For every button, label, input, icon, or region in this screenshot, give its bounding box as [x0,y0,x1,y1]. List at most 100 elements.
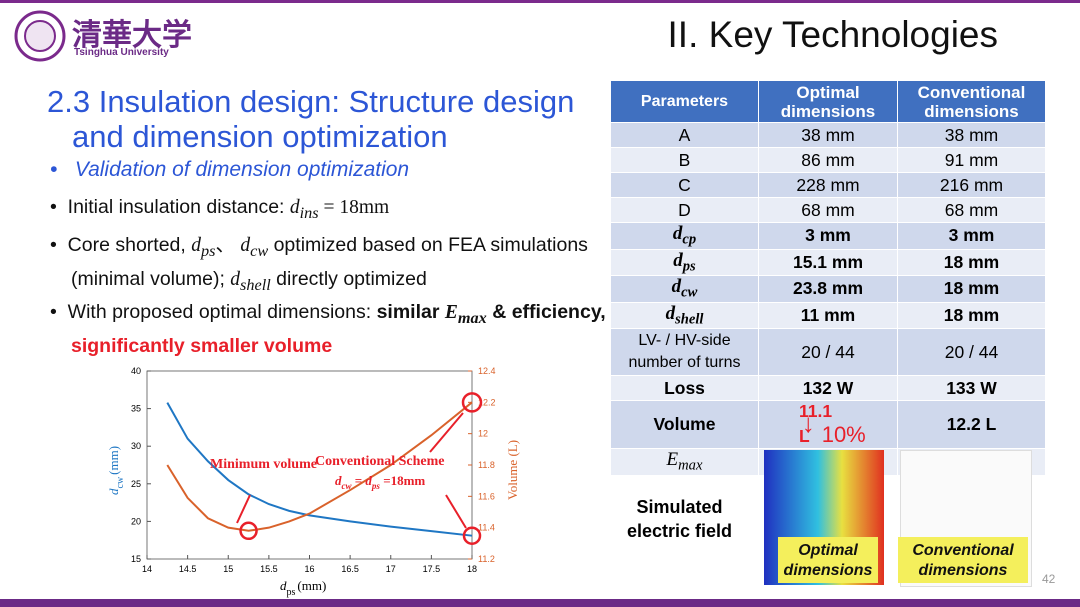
x-tick-label: 17 [386,564,396,574]
math-sub: cw [115,476,126,488]
math: d [230,268,241,290]
math-sub: ps [371,481,381,491]
table-cell: 20 / 44 [758,328,898,376]
section-title: 2.3 Insulation design: Structure design … [47,84,575,154]
bullet: • Initial insulation distance: dins = 18… [50,196,390,222]
top-rule [0,0,1080,3]
x-axis-label: dps (mm) [280,578,326,598]
subtitle: • Validation of dimension optimization [50,158,410,181]
table-cell: 228 mm [758,172,898,198]
math-sub: shell [675,311,704,327]
table-cell: B [610,147,759,173]
table-cell: 18 mm [897,275,1046,303]
header-cell: Optimal dimensions [758,80,898,123]
bullet: • With proposed optimal dimensions: simi… [50,301,606,357]
math-sub: max [678,457,703,474]
x-tick-label: 14.5 [179,564,197,574]
math: d [335,473,342,488]
table-row: dcw 23.8 mm 18 mm [610,275,1046,303]
arrow [445,494,467,529]
math: E [666,449,679,470]
table-cell: 18 mm [897,248,1046,276]
table-cell: dcw [610,275,759,303]
y-tick-label: 30 [131,441,141,451]
highlight-circle [239,521,258,541]
math-sub: ps [287,587,296,598]
math-sub: ins [299,203,319,222]
table-cell: 3 mm [897,222,1046,250]
y2-tick-label: 12.2 [478,397,496,407]
text: Initial insulation distance: [67,196,290,218]
header-row: Parameters Optimal dimensions Conventional… [610,80,1046,123]
table-cell: 86 mm [758,147,898,173]
table-cell: dcp [610,222,759,250]
arrow [429,412,464,453]
table-cell: 132 W [758,375,898,401]
table-row: Volume 11.1 L ↓ 10% 12.2 L [610,400,1046,449]
logo-text: 清華大学 [72,18,192,53]
math-sub: ps [682,258,696,274]
field-caption: Optimal dimensions [778,537,878,583]
table-cell: Volume [610,400,759,449]
math-sub: ps [200,241,216,260]
y-tick-label: 15 [131,554,141,564]
x-tick-label: 15.5 [260,564,278,574]
highlight-circle [461,392,483,413]
bottom-band [0,599,1080,607]
math-sub: cp [682,231,697,248]
math-sub: cw [681,284,698,301]
x-tick-label: 16.5 [341,564,359,574]
math: d [106,488,121,495]
math: = 18mm [318,197,390,218]
y-axis-label: dcw(mm) [106,446,126,495]
series-line [166,402,473,537]
math: d [191,235,201,256]
table-row: LV- / HV-side number of turns 20 / 44 20 /… [610,328,1046,376]
series-line [166,401,473,532]
y2-tick-label: 11.8 [478,460,495,470]
math: d [289,197,300,218]
text: similar [376,301,445,323]
table-cell: 91 mm [897,147,1046,173]
unit: (mm) [106,446,121,475]
y2-tick-label: 11.4 [478,523,495,533]
table-cell: 12.2 L [897,400,1046,449]
page-number: 42 [1042,572,1056,586]
logo-subtext: Tsinghua University [74,47,169,58]
math: d [673,249,683,271]
highlight-circle [462,526,482,545]
slide-header: II. Key Technologies [667,14,998,55]
x-tick-label: 15 [223,564,233,574]
table-cell: C [610,172,759,198]
math: d [240,235,251,256]
table-row: dcp 3 mm 3 mm [610,222,1046,250]
y2-tick-label: 11.6 [478,491,495,501]
text: & efficiency, [486,301,606,323]
x-tick-label: 17.5 [423,564,441,574]
table-cell: 216 mm [897,172,1046,198]
y2-tick-label: 11.2 [478,554,495,564]
math-sub: cw [250,241,269,260]
table-cell: 3 mm [758,222,898,250]
text: directly optimized [270,267,427,290]
header-cell: Parameters [610,80,759,123]
math: d [365,473,372,488]
table-cell: Emax [610,448,759,476]
table-cell: 38 mm [897,122,1046,148]
field-caption: Conventional dimensions [898,537,1028,583]
text: optimized based on FEA simulations (mini… [71,234,588,290]
x-tick-label: 18 [467,564,477,574]
annotation-text: 10% [821,422,866,447]
y2-tick-label: 12 [478,429,488,439]
y-tick-label: 20 [131,516,141,526]
math: E [444,302,458,323]
y2-tick-label: 12.4 [478,366,496,376]
math: d [665,302,676,324]
math-sub: max [457,308,487,327]
annotation: Minimum volume [210,457,317,472]
text: significantly smaller volume [71,334,333,357]
table-row: B 86 mm 91 mm [610,147,1046,173]
arrow [236,494,251,524]
